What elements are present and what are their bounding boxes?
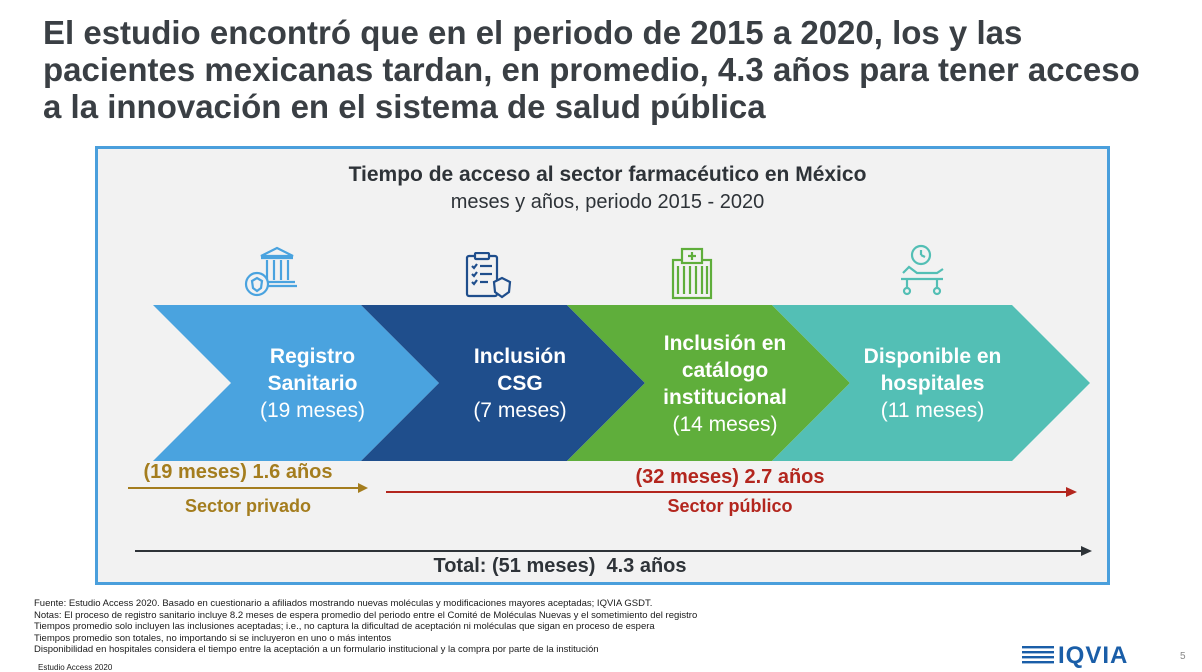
private-sector-arrowhead <box>358 483 368 493</box>
page-number: 5 <box>1180 651 1186 662</box>
hospital-bed-clock-icon <box>901 244 944 296</box>
stage-duration: (11 meses) <box>880 399 985 422</box>
footnote-source: Fuente: Estudio Access 2020. Basado en c… <box>34 598 653 609</box>
chart-title: Tiempo de acceso al sector farmacéutico … <box>348 163 867 186</box>
government-building-icon <box>244 246 297 297</box>
total-value: Total: (51 meses) 4.3 años <box>433 555 687 577</box>
stage-duration: (14 meses) <box>672 413 778 436</box>
footnote-note-3: Tiempos promedio son totales, no importa… <box>34 632 392 644</box>
stage-label: Registro Sanitario <box>267 345 358 395</box>
total-arrowhead <box>1081 546 1092 556</box>
clipboard-checklist-icon <box>465 252 512 299</box>
private-sector-label: Sector privado <box>184 496 312 516</box>
chevron-disponible-hospitales <box>772 305 1090 461</box>
public-sector-label: Sector público <box>667 496 793 516</box>
chevron-inclusion-csg <box>361 305 645 461</box>
stage-label: Inclusión CSG <box>473 345 567 395</box>
footnote-note-4: Disponibilidad en hospitales considera e… <box>34 644 599 655</box>
footnote-note-2: Tiempos promedio solo incluyen las inclu… <box>34 621 655 632</box>
iqvia-logo: IQVIA <box>1058 642 1129 669</box>
hospital-building-icon <box>671 247 713 300</box>
source-tag: Estudio Access 2020 <box>38 663 113 672</box>
chart-subtitle: meses y años, periodo 2015 - 2020 <box>450 191 765 213</box>
private-sector-value: (19 meses) 1.6 años <box>143 461 333 483</box>
iqvia-logo-stripes-icon <box>1022 646 1054 664</box>
footnotes: Fuente: Estudio Access 2020. Basado en c… <box>34 598 934 656</box>
stage-duration: (7 meses) <box>473 399 567 422</box>
footnote-notes: Notas: El proceso de registro sanitario … <box>34 609 698 621</box>
chevron-registro-sanitario <box>153 305 439 461</box>
public-sector-value: (32 meses) 2.7 años <box>635 466 825 488</box>
slide-title: El estudio encontró que en el periodo de… <box>43 14 1140 125</box>
stage-disponible-hospitales: Disponible en hospitales (11 meses) <box>850 343 1015 424</box>
public-sector-arrowhead <box>1066 487 1077 497</box>
stage-inclusion-catalogo: Inclusión en catálogo institucional (14 … <box>645 330 805 438</box>
chevron-inclusion-catalogo <box>567 305 850 461</box>
stage-inclusion-csg: Inclusión CSG (7 meses) <box>455 343 585 424</box>
stage-label: Disponible en hospitales <box>863 345 1002 395</box>
stage-duration: (19 meses) <box>259 399 366 422</box>
stage-label: Inclusión en catálogo institucional <box>663 332 787 409</box>
stage-registro-sanitario: Registro Sanitario (19 meses) <box>230 343 395 424</box>
